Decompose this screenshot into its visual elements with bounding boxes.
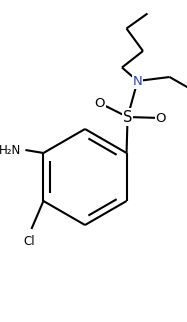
Text: H₂N: H₂N xyxy=(0,144,22,156)
Text: Cl: Cl xyxy=(24,235,35,248)
Text: N: N xyxy=(133,74,142,88)
Text: O: O xyxy=(94,97,105,109)
Text: S: S xyxy=(123,109,132,125)
Text: O: O xyxy=(155,111,166,125)
